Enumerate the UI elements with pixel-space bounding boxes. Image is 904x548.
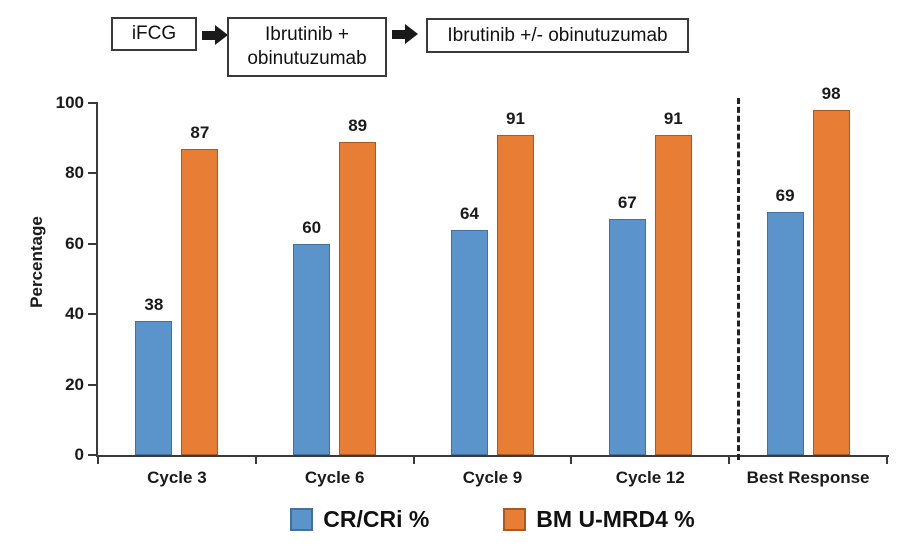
x-tick-mark (412, 455, 415, 464)
arrow-shaft (202, 30, 215, 40)
x-category-label: Cycle 3 (147, 468, 207, 487)
x-category-label: Cycle 6 (304, 468, 365, 487)
flow-arrow-icon (392, 24, 418, 44)
x-tick-mark (570, 455, 573, 464)
bar-series-1 (181, 148, 219, 455)
y-axis-title: Percentage (27, 216, 46, 308)
bar-value-label: 60 (302, 217, 322, 237)
bar-series-0 (608, 219, 646, 455)
bar-series-0 (451, 229, 488, 455)
y-tick-label: 0 (74, 445, 84, 464)
bar-value-label: 89 (348, 115, 368, 135)
y-tick-mark (88, 383, 96, 386)
y-tick-mark (88, 313, 96, 316)
bar-series-0 (293, 243, 331, 455)
y-tick-label: 60 (65, 233, 84, 253)
y-tick-mark (88, 242, 96, 245)
bar-series-0 (766, 212, 804, 455)
legend-label: BM U-MRD4 % (536, 505, 695, 532)
legend-label: CR/CRi % (323, 505, 430, 532)
flow-step-ibrutinib-maintenance: Ibrutinib +/- obinutuzumab (426, 18, 689, 53)
x-tick-mark (728, 455, 731, 464)
y-tick-mark (88, 102, 96, 104)
bar-value-label: 98 (821, 84, 841, 104)
legend-swatch-icon (290, 507, 314, 531)
y-tick-mark (88, 172, 96, 175)
separator-dashed-line (737, 98, 741, 460)
y-tick-label: 80 (65, 163, 84, 183)
flow-step-ifcg: iFCG (111, 17, 197, 51)
y-axis-line (96, 102, 98, 457)
y-tick-label: 100 (55, 93, 84, 112)
legend-swatch-icon (503, 507, 527, 531)
x-category-label: Cycle 12 (615, 468, 685, 487)
bar-value-label: 67 (617, 193, 637, 213)
flow-step-ibrutinib-obinutuzumab: Ibrutinib + obinutuzumab (227, 17, 387, 77)
legend-item-0: CR/CRi % (290, 506, 429, 533)
arrow-head (215, 25, 228, 45)
bar-series-1 (339, 141, 377, 455)
flow-arrow-icon (202, 25, 228, 45)
x-category-label: Cycle 9 (462, 468, 523, 487)
y-tick-label: 20 (65, 374, 84, 394)
bar-value-label: 38 (144, 295, 164, 315)
bar-value-label: 64 (460, 203, 479, 223)
arrow-shaft (392, 29, 405, 39)
y-tick-label: 40 (65, 304, 84, 324)
x-category-label: Best Response (746, 468, 870, 487)
legend-item-1: BM U-MRD4 % (503, 505, 695, 533)
bar-value-label: 91 (506, 108, 525, 128)
y-tick-mark (88, 454, 96, 456)
bar-value-label: 87 (190, 122, 210, 142)
x-axis-line (96, 455, 889, 457)
bar-series-1 (654, 134, 692, 455)
bar-series-1 (812, 110, 850, 455)
x-tick-mark (254, 455, 257, 464)
bar-value-label: 91 (663, 108, 683, 128)
legend: CR/CRi % BM U-MRD4 % (98, 501, 887, 537)
bar-series-0 (135, 321, 173, 455)
x-tick-mark (97, 455, 99, 464)
bar-series-1 (497, 134, 534, 455)
x-tick-mark (886, 455, 888, 464)
bar-value-label: 69 (775, 186, 795, 206)
arrow-head (405, 24, 418, 44)
